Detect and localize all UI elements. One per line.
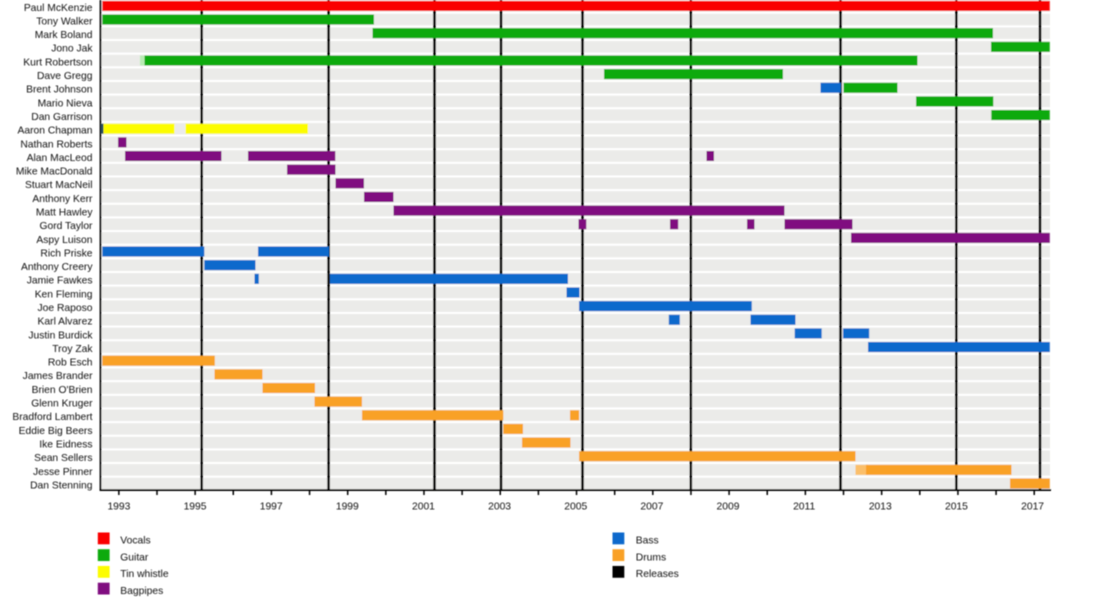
svg-text:Brien O'Brien: Brien O'Brien [32,385,93,396]
svg-text:Aspy Luison: Aspy Luison [36,235,92,246]
svg-text:2015: 2015 [945,502,968,513]
svg-text:Dave Gregg: Dave Gregg [37,71,93,82]
svg-text:2009: 2009 [717,502,740,513]
svg-text:Rob Esch: Rob Esch [48,358,93,369]
svg-text:Karl Alvarez: Karl Alvarez [38,317,93,328]
svg-text:Bass: Bass [636,536,659,547]
svg-text:Tony Walker: Tony Walker [36,16,93,27]
svg-text:Bradford Lambert: Bradford Lambert [12,412,92,423]
svg-text:2017: 2017 [1021,502,1044,513]
svg-text:Glenn Kruger: Glenn Kruger [31,399,93,410]
svg-text:Bagpipes: Bagpipes [120,586,163,597]
svg-text:Mario Nieva: Mario Nieva [38,98,93,109]
svg-text:Sean Sellers: Sean Sellers [34,453,92,464]
svg-text:Tin whistle: Tin whistle [120,569,169,580]
svg-text:Alan MacLeod: Alan MacLeod [27,153,93,164]
svg-text:2001: 2001 [412,502,435,513]
svg-text:Mark Boland: Mark Boland [35,30,93,41]
svg-text:Eddie Big Beers: Eddie Big Beers [19,426,93,437]
svg-text:1995: 1995 [184,502,207,513]
svg-text:Ike Eidness: Ike Eidness [39,439,92,450]
svg-text:2013: 2013 [869,502,892,513]
svg-text:Jono Jak: Jono Jak [51,44,93,55]
svg-text:Anthony Creery: Anthony Creery [21,262,93,273]
svg-text:2003: 2003 [488,502,511,513]
svg-text:Jesse Pinner: Jesse Pinner [33,467,93,478]
svg-text:Kurt Robertson: Kurt Robertson [23,57,93,68]
svg-text:1999: 1999 [336,502,359,513]
svg-text:Drums: Drums [636,552,666,563]
svg-text:Troy Zak: Troy Zak [52,344,93,355]
svg-text:Jamie Fawkes: Jamie Fawkes [27,276,93,287]
svg-text:Joe Raposo: Joe Raposo [38,303,93,314]
svg-text:Guitar: Guitar [120,552,149,563]
svg-text:1997: 1997 [260,502,283,513]
svg-text:Nathan Roberts: Nathan Roberts [20,139,92,150]
svg-text:Anthony Kerr: Anthony Kerr [32,194,93,205]
svg-text:Aaron Chapman: Aaron Chapman [18,126,93,137]
svg-text:Rich Priske: Rich Priske [40,248,92,259]
svg-text:2011: 2011 [793,502,815,513]
svg-text:Ken Fleming: Ken Fleming [35,289,93,300]
svg-text:Paul McKenzie: Paul McKenzie [24,3,93,14]
svg-text:Releases: Releases [636,569,679,580]
svg-text:1993: 1993 [107,502,130,513]
svg-text:Dan Garrison: Dan Garrison [31,112,93,123]
svg-text:Dan Stenning: Dan Stenning [30,480,93,491]
svg-text:2007: 2007 [640,502,663,513]
svg-text:Brent Johnson: Brent Johnson [26,85,93,96]
svg-text:2005: 2005 [564,502,587,513]
svg-text:Mike MacDonald: Mike MacDonald [16,167,93,178]
svg-text:Justin Burdick: Justin Burdick [28,330,93,341]
svg-text:James Brander: James Brander [23,371,93,382]
svg-text:Stuart MacNeil: Stuart MacNeil [25,180,93,191]
svg-text:Vocals: Vocals [120,536,150,547]
svg-text:Matt Hawley: Matt Hawley [36,207,93,218]
svg-text:Gord Taylor: Gord Taylor [39,221,93,232]
